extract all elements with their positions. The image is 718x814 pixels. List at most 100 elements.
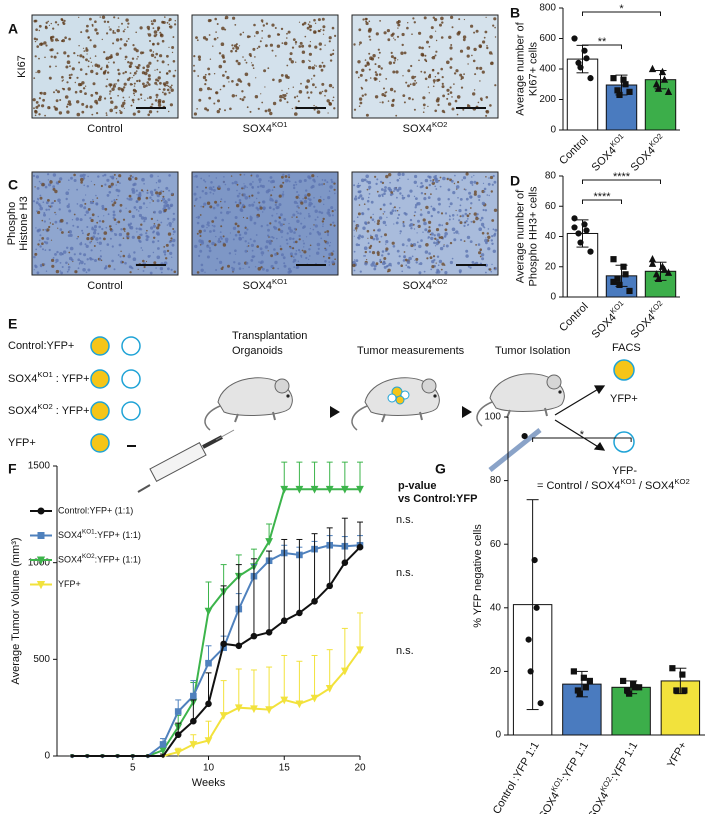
stain (331, 210, 334, 213)
stain (231, 44, 234, 47)
stain (198, 254, 201, 257)
stain (234, 249, 237, 252)
y-tick-label: 800 (539, 3, 556, 14)
stain (140, 223, 143, 226)
stain (156, 255, 161, 260)
stain (246, 245, 248, 248)
significance-bracket (582, 199, 622, 204)
stain (379, 180, 383, 184)
stain (162, 82, 166, 86)
stain (378, 51, 381, 54)
stain (321, 17, 325, 21)
x-tick-label: YFP+ (665, 740, 689, 770)
stain (436, 233, 441, 237)
stain (66, 105, 69, 108)
data-point (190, 692, 197, 700)
stain (138, 79, 141, 82)
stain (56, 52, 59, 55)
stain (437, 264, 440, 267)
stain (147, 113, 150, 117)
stain (277, 228, 281, 231)
data-point (356, 485, 364, 494)
stain (463, 224, 466, 227)
stain (333, 181, 335, 184)
stain (353, 197, 358, 201)
stain (437, 211, 440, 214)
stain (80, 177, 84, 182)
stain (296, 219, 300, 223)
stain (448, 218, 451, 221)
stain (194, 244, 198, 249)
stain (428, 252, 431, 255)
stain (76, 188, 78, 191)
stain (131, 176, 134, 179)
stain (456, 32, 461, 36)
stain (485, 237, 487, 239)
data-point (356, 543, 364, 551)
stain (446, 97, 449, 100)
stain (379, 20, 381, 22)
stain (79, 218, 83, 222)
schematic: Control:YFP+ SOX4KO1 : YFP+ SOX4KO2 : YF… (8, 330, 690, 493)
stain (149, 196, 152, 199)
stain (52, 27, 55, 30)
stain (438, 240, 441, 243)
stain (359, 73, 363, 77)
image (192, 172, 338, 275)
stain (298, 45, 302, 48)
data-point (570, 668, 577, 675)
significance-bracket (582, 11, 661, 16)
stain (461, 179, 464, 181)
stain (441, 21, 444, 24)
stain (448, 205, 451, 208)
stain (159, 31, 162, 34)
stain (204, 191, 208, 195)
stain (150, 217, 154, 221)
stain (483, 190, 486, 193)
stain (130, 104, 133, 107)
stain (156, 199, 160, 203)
stain (493, 267, 496, 270)
stain (106, 64, 109, 67)
stain (435, 30, 437, 32)
stain (423, 107, 425, 109)
stain (252, 181, 254, 183)
stain (420, 70, 423, 73)
stain (324, 179, 327, 182)
x-tick-label: SOX4KO1 (587, 131, 630, 174)
stain (267, 34, 271, 38)
stain (132, 183, 136, 187)
stain (433, 234, 436, 237)
stain (248, 204, 252, 207)
data-point (205, 700, 212, 708)
stain (318, 91, 322, 95)
stain (255, 234, 258, 236)
stain (68, 189, 70, 191)
stain (370, 235, 374, 240)
stain (320, 211, 324, 215)
stain (357, 236, 359, 239)
stain (297, 260, 300, 263)
stain (293, 186, 296, 190)
stain (440, 16, 444, 21)
stain (414, 174, 418, 179)
mouse (204, 376, 294, 431)
stain (294, 40, 298, 44)
stain (205, 186, 207, 189)
stain (228, 81, 230, 83)
stain (93, 231, 97, 235)
stain (66, 246, 69, 249)
stain (367, 237, 369, 239)
stain (301, 249, 304, 252)
stain (313, 104, 315, 107)
stain (162, 195, 165, 198)
stain (220, 211, 223, 214)
stain (78, 262, 81, 264)
stain (431, 180, 435, 183)
stain (100, 184, 103, 188)
stain (295, 61, 297, 63)
stain (85, 105, 89, 109)
stain (149, 271, 153, 275)
stain (242, 193, 246, 197)
stain (381, 181, 385, 185)
